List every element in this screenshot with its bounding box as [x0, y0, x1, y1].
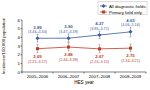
y-tick — [21, 63, 23, 64]
x-tick-label: 2005–2006 — [27, 74, 49, 79]
ci-label: (3.46–4.34) — [28, 30, 47, 34]
data-label: 2.67 — [95, 54, 104, 59]
error-bar-cap — [37, 42, 39, 43]
ci-label: (2.34–3.21) — [121, 59, 140, 63]
error-bar-cap — [99, 44, 101, 45]
y-axis-title: Incidence/100,000 population — [1, 17, 6, 74]
data-point — [67, 46, 70, 49]
data-label: 4.63 — [126, 18, 135, 23]
x-tick — [115, 72, 116, 74]
data-label: 2.69 — [33, 54, 42, 59]
x-axis-title: HES year — [74, 80, 94, 85]
error-bar-stem — [130, 44, 131, 52]
data-label: 3.89 — [33, 25, 42, 30]
data-point — [36, 36, 40, 40]
y-tick — [21, 37, 23, 38]
error-bar — [130, 27, 132, 37]
legend-label: Primary field only — [109, 10, 143, 15]
error-bar-cap — [130, 36, 132, 37]
error-bar-stem — [37, 45, 38, 53]
data-label: 2.75 — [126, 53, 135, 58]
y-tick — [21, 46, 23, 47]
y-tick-label: 5 — [17, 26, 20, 31]
legend-label: All diagnostic fields — [109, 4, 146, 9]
legend-marker — [102, 4, 106, 8]
y-tick-label: 6 — [17, 18, 20, 23]
error-bar-stem — [99, 45, 100, 53]
data-labels: 3.89(3.46–4.34) 3.90(3.47–4.39) 4.27(3.86–… — [28, 18, 140, 64]
y-axis — [22, 20, 23, 72]
data-label: 3.90 — [64, 24, 73, 29]
y-tick — [21, 54, 23, 55]
error-bar — [37, 34, 39, 42]
x-tick-label: 2006–2007 — [58, 74, 80, 79]
y-tick-label: 4 — [17, 35, 20, 40]
data-point — [129, 30, 133, 34]
chart: 0 1 2 3 4 5 6 2005–2006 2006–2007 2007–2008 2008–2… — [0, 0, 150, 90]
x-tick — [84, 72, 85, 74]
error-bar-cap — [37, 52, 39, 53]
plot-area — [36, 27, 133, 52]
error-bar — [99, 45, 101, 53]
x-tick-label: 2008–2009 — [120, 74, 142, 79]
x-tick — [22, 72, 23, 74]
data-point — [36, 47, 39, 50]
error-bar — [99, 31, 101, 38]
y-tick — [21, 72, 23, 73]
legend: All diagnostic fieldsPrimary field only — [98, 2, 147, 15]
data-label: 4.27 — [95, 21, 104, 26]
legend-marker — [102, 11, 105, 14]
data-point — [67, 36, 71, 40]
error-bar-cap — [99, 52, 101, 53]
ci-label: (2.44–3.38) — [59, 58, 78, 62]
y-tick — [21, 20, 23, 21]
ci-label: (2.24–3.15) — [90, 60, 109, 64]
data-point — [98, 47, 101, 50]
series-line — [38, 32, 131, 38]
legend-box — [98, 2, 147, 15]
error-bar-cap — [68, 42, 70, 43]
error-bar — [130, 44, 132, 52]
x-tick-label: 2007–2008 — [89, 74, 111, 79]
error-bar-cap — [99, 38, 101, 39]
error-bar — [37, 45, 39, 53]
data-label: 2.88 — [64, 52, 73, 57]
legend-line — [100, 12, 107, 13]
error-bar — [68, 34, 70, 42]
x-tick — [53, 72, 54, 74]
y-tick — [21, 28, 23, 29]
y-tick-label: 0 — [17, 70, 20, 75]
x-axis — [22, 72, 146, 73]
ci-label: (4.06–5.16) — [121, 23, 140, 27]
error-bar-cap — [130, 51, 132, 52]
y-tick-label: 2 — [17, 52, 20, 57]
error-bar — [68, 43, 70, 51]
error-bar-cap — [130, 44, 132, 45]
error-bar-cap — [37, 44, 39, 45]
ci-label: (3.47–4.39) — [59, 30, 78, 34]
x-tick — [146, 72, 147, 74]
data-point — [98, 33, 102, 37]
y-tick-label: 3 — [17, 44, 20, 49]
data-point — [129, 47, 132, 50]
series-line — [38, 47, 131, 49]
error-bar-stem — [68, 43, 69, 51]
error-bar-cap — [68, 41, 70, 42]
ci-label: (2.25–3.17) — [28, 60, 47, 64]
ci-label: (3.86–4.71) — [90, 27, 109, 31]
y-tick-label: 1 — [17, 61, 20, 66]
error-bar-cap — [68, 50, 70, 51]
